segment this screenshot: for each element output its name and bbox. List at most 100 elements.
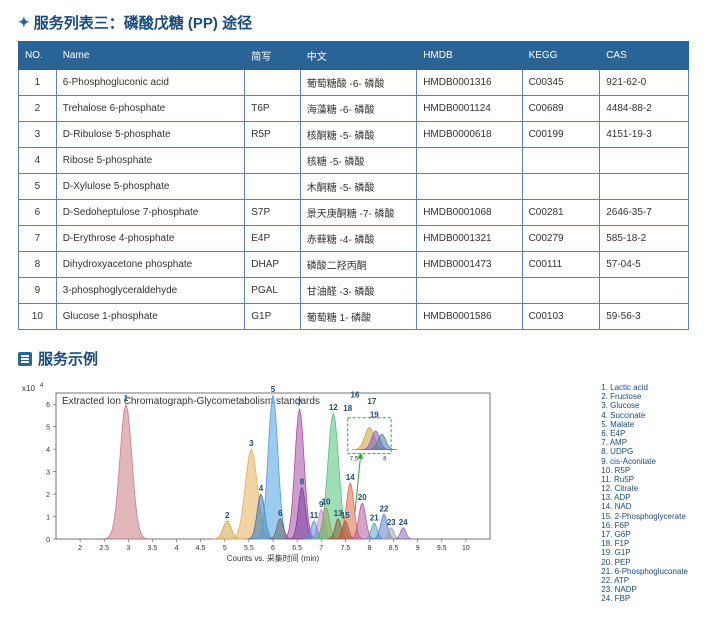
table-cell: S7P xyxy=(245,200,300,226)
legend-item: 2. Fructose xyxy=(601,392,688,401)
svg-text:5.5: 5.5 xyxy=(244,545,254,552)
table-row: 7D-Erythrose 4-phosphateE4P赤藓糖 -4- 磷酸HMD… xyxy=(19,226,689,252)
col-header: NO. xyxy=(19,42,57,70)
legend-item: 7. AMP xyxy=(601,438,688,447)
table-cell xyxy=(522,278,600,304)
svg-text:19: 19 xyxy=(370,411,379,420)
table-cell: 景天庚酮糖 -7- 磷酸 xyxy=(300,200,416,226)
table-cell xyxy=(417,148,522,174)
table-cell: 甘油醛 -3- 磷酸 xyxy=(300,278,416,304)
svg-text:1: 1 xyxy=(46,515,50,522)
table-cell: C00281 xyxy=(522,200,600,226)
table-cell: 1 xyxy=(19,70,57,96)
legend-item: 12. Citrate xyxy=(601,484,688,493)
legend-item: 23. NADP xyxy=(601,585,688,594)
legend-item: 19. G1P xyxy=(601,548,688,557)
table-cell: 6-Phosphogluconic acid xyxy=(56,70,245,96)
legend-item: 8. UDPG xyxy=(601,447,688,456)
table-cell: 921-62-0 xyxy=(600,70,689,96)
table-cell: D-Erythrose 4-phosphate xyxy=(56,226,245,252)
table-cell: 4 xyxy=(19,148,57,174)
table-cell: C00199 xyxy=(522,122,600,148)
svg-text:6: 6 xyxy=(46,402,50,409)
svg-text:9: 9 xyxy=(416,545,420,552)
table-cell: C00279 xyxy=(522,226,600,252)
legend-item: 20. PEP xyxy=(601,558,688,567)
table-cell: 6 xyxy=(19,200,57,226)
table-cell xyxy=(522,148,600,174)
legend-item: 5. Malate xyxy=(601,420,688,429)
col-header: HMDB xyxy=(417,42,522,70)
legend-item: 15. 2-Phosphoglycerate xyxy=(601,512,688,521)
svg-text:12: 12 xyxy=(329,403,338,412)
table-cell xyxy=(245,148,300,174)
table-row: 2Trehalose 6-phosphateT6P海藻糖 -6- 磷酸HMDB0… xyxy=(19,96,689,122)
table-row: 93-phosphoglyceraldehydePGAL甘油醛 -3- 磷酸 xyxy=(19,278,689,304)
table-cell: 4484-88-2 xyxy=(600,96,689,122)
table-cell: Trehalose 6-phosphate xyxy=(56,96,245,122)
table-cell: 2 xyxy=(19,96,57,122)
table-cell: E4P xyxy=(245,226,300,252)
legend-item: 24. FBP xyxy=(601,594,688,603)
table-cell: C00345 xyxy=(522,70,600,96)
table-cell xyxy=(600,148,689,174)
legend-item: 10. R5P xyxy=(601,466,688,475)
svg-text:4: 4 xyxy=(46,447,50,454)
svg-text:6: 6 xyxy=(271,545,275,552)
legend-item: 13. ADP xyxy=(601,493,688,502)
table-cell: D-Sedoheptulose 7-phosphate xyxy=(56,200,245,226)
legend-item: 9. cis-Aconitate xyxy=(601,457,688,466)
svg-text:6.5: 6.5 xyxy=(292,545,302,552)
svg-text:2: 2 xyxy=(46,492,50,499)
table-cell: 7 xyxy=(19,226,57,252)
table-cell: 核糖 -5- 磷酸 xyxy=(300,148,416,174)
table-cell: HMDB0000618 xyxy=(417,122,522,148)
legend-item: 1. Lactic acid xyxy=(601,383,688,392)
table-cell: HMDB0001473 xyxy=(417,252,522,278)
col-header: 中文 xyxy=(300,42,416,70)
table-cell xyxy=(417,278,522,304)
table-cell: D-Ribulose 5-phosphate xyxy=(56,122,245,148)
svg-text:23: 23 xyxy=(387,518,396,527)
svg-text:8: 8 xyxy=(300,477,305,486)
legend-item: 17. G6P xyxy=(601,530,688,539)
svg-text:5: 5 xyxy=(271,385,276,394)
svg-text:10: 10 xyxy=(322,498,331,507)
svg-text:4: 4 xyxy=(175,545,179,552)
table-cell: 核酮糖 -5- 磷酸 xyxy=(300,122,416,148)
table-cell: HMDB0001068 xyxy=(417,200,522,226)
svg-text:Extracted Ion Chromatograph-Gl: Extracted Ion Chromatograph-Glycometabol… xyxy=(62,396,320,407)
table-cell: HMDB0001586 xyxy=(417,304,522,330)
table-cell: Dihydroxyacetone phosphate xyxy=(56,252,245,278)
svg-text:24: 24 xyxy=(399,518,408,527)
table-row: 4Ribose 5-phosphate 核糖 -5- 磷酸 xyxy=(19,148,689,174)
svg-text:20: 20 xyxy=(358,493,367,502)
chromatograph-chart: x10 4 Extracted Ion Chromatograph-Glycomet… xyxy=(18,377,688,567)
svg-text:2: 2 xyxy=(78,545,82,552)
table-cell: 9 xyxy=(19,278,57,304)
table-cell: Ribose 5-phosphate xyxy=(56,148,245,174)
svg-text:7: 7 xyxy=(319,545,323,552)
chart-legend: 1. Lactic acid2. Fructose3. Glucose4. Su… xyxy=(601,383,688,604)
table-cell: C00111 xyxy=(522,252,600,278)
table-cell: 10 xyxy=(19,304,57,330)
svg-text:x10: x10 xyxy=(22,384,35,393)
table-cell: 磷酸二羟丙酮 xyxy=(300,252,416,278)
svg-text:3: 3 xyxy=(249,439,254,448)
legend-item: 4. Succinate xyxy=(601,411,688,420)
svg-text:22: 22 xyxy=(379,504,388,513)
example-title-text: 服务示例 xyxy=(38,348,98,369)
svg-text:21: 21 xyxy=(370,513,379,522)
svg-text:3: 3 xyxy=(126,545,130,552)
table-cell: 3 xyxy=(19,122,57,148)
svg-text:8.5: 8.5 xyxy=(389,545,399,552)
table-cell: DHAP xyxy=(245,252,300,278)
svg-text:1: 1 xyxy=(124,394,129,403)
svg-text:8: 8 xyxy=(383,457,387,463)
svg-text:17: 17 xyxy=(367,397,376,406)
table-cell: D-Xylulose 5-phosphate xyxy=(56,174,245,200)
table-cell xyxy=(245,70,300,96)
legend-item: 14. NAD xyxy=(601,502,688,511)
svg-text:15: 15 xyxy=(341,511,350,520)
svg-text:Counts vs. 采集时间 (min): Counts vs. 采集时间 (min) xyxy=(227,553,320,563)
